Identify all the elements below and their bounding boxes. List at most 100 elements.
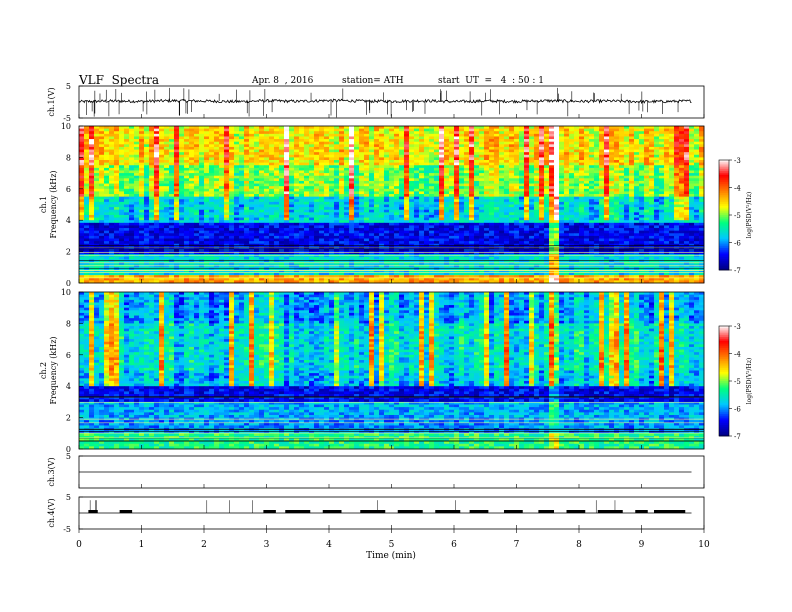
heatmap-cell (639, 170, 645, 174)
heatmap-cell (249, 217, 255, 221)
heatmap-cell (499, 152, 505, 156)
heatmap-cell (274, 212, 280, 216)
heatmap-cell (699, 199, 705, 203)
heatmap-cell (334, 212, 340, 216)
heatmap-cell (79, 157, 85, 161)
heatmap-cell (89, 180, 95, 184)
heatmap-cell (374, 196, 380, 200)
heatmap-cell (99, 167, 105, 171)
heatmap-cell (384, 180, 390, 184)
heatmap-cell (244, 167, 250, 171)
heatmap-cell (674, 217, 680, 221)
heatmap-cell (524, 146, 530, 150)
heatmap-cell (519, 165, 525, 169)
heatmap-cell (559, 144, 565, 148)
heatmap-cell (199, 191, 205, 195)
heatmap-cell (169, 133, 175, 137)
heatmap-cell (369, 191, 375, 195)
heatmap-cell (479, 225, 485, 229)
heatmap-cell (194, 204, 200, 208)
heatmap-cell (344, 170, 350, 174)
heatmap-cell (659, 126, 665, 130)
heatmap-cell (334, 186, 340, 190)
heatmap-cell (84, 183, 90, 187)
heatmap-cell (84, 133, 90, 137)
heatmap-cell (604, 222, 610, 226)
heatmap-cell (199, 144, 205, 148)
heatmap-cell (459, 180, 465, 184)
heatmap-cell (649, 183, 655, 187)
heatmap-cell (479, 152, 485, 156)
heatmap-cell (394, 196, 400, 200)
heatmap-cell (464, 209, 470, 213)
heatmap-cell (364, 170, 370, 174)
heatmap-cell (129, 173, 135, 177)
heatmap-cell (379, 170, 385, 174)
heatmap-cell (269, 199, 275, 203)
heatmap-cell (359, 175, 365, 179)
heatmap-cell (684, 139, 690, 143)
heatmap-cell (524, 141, 530, 145)
heatmap-cell (344, 225, 350, 229)
heatmap-cell (259, 199, 265, 203)
heatmap-cell (459, 175, 465, 179)
heatmap-cell (629, 139, 635, 143)
heatmap-cell (194, 201, 200, 205)
heatmap-cell (509, 165, 515, 169)
heatmap-cell (554, 196, 560, 200)
heatmap-cell (404, 152, 410, 156)
heatmap-cell (689, 186, 695, 190)
heatmap-cell (159, 204, 165, 208)
heatmap-cell (674, 214, 680, 218)
heatmap-cell (154, 144, 160, 148)
heatmap-cell (534, 180, 540, 184)
heatmap-cell (449, 207, 455, 211)
heatmap-cell (299, 188, 305, 192)
heatmap-cell (524, 170, 530, 174)
heatmap-cell (284, 222, 290, 226)
heatmap-cell (399, 173, 405, 177)
heatmap-cell (309, 186, 315, 190)
heatmap-cell (349, 220, 355, 224)
heatmap-cell (664, 220, 670, 224)
heatmap-cell (414, 160, 420, 164)
heatmap-cell (144, 183, 150, 187)
heatmap-cell (309, 128, 315, 132)
heatmap-cell (124, 133, 130, 137)
heatmap-cell (334, 180, 340, 184)
heatmap-cell (284, 214, 290, 218)
heatmap-cell (124, 144, 130, 148)
heatmap-cell (629, 149, 635, 153)
heatmap-cell (179, 128, 185, 132)
heatmap-cell (544, 126, 550, 130)
heatmap-cell (479, 183, 485, 187)
heatmap-cell (319, 149, 325, 153)
heatmap-cell (434, 217, 440, 221)
heatmap-cell (694, 167, 700, 171)
heatmap-cell (319, 178, 325, 182)
heatmap-cell (199, 183, 205, 187)
heatmap-cell (554, 149, 560, 153)
heatmap-cell (384, 212, 390, 216)
heatmap-cell (184, 220, 190, 224)
heatmap-cell (269, 194, 275, 198)
heatmap-cell (349, 144, 355, 148)
heatmap-cell (529, 136, 535, 140)
heatmap-cell (419, 146, 425, 150)
heatmap-cell (149, 141, 155, 145)
heatmap-cell (529, 154, 535, 158)
heatmap-cell (244, 196, 250, 200)
heatmap-cell (409, 220, 415, 224)
heatmap-cell (449, 186, 455, 190)
heatmap-cell (214, 225, 220, 229)
heatmap-cell (154, 157, 160, 161)
heatmap-cell (564, 160, 570, 164)
heatmap-cell (314, 144, 320, 148)
heatmap-cell (439, 141, 445, 145)
heatmap-cell (309, 175, 315, 179)
heatmap-cell (109, 214, 115, 218)
heatmap-cell (344, 165, 350, 169)
heatmap-cell (84, 186, 90, 190)
heatmap-cell (609, 194, 615, 198)
heatmap-cell (249, 222, 255, 226)
